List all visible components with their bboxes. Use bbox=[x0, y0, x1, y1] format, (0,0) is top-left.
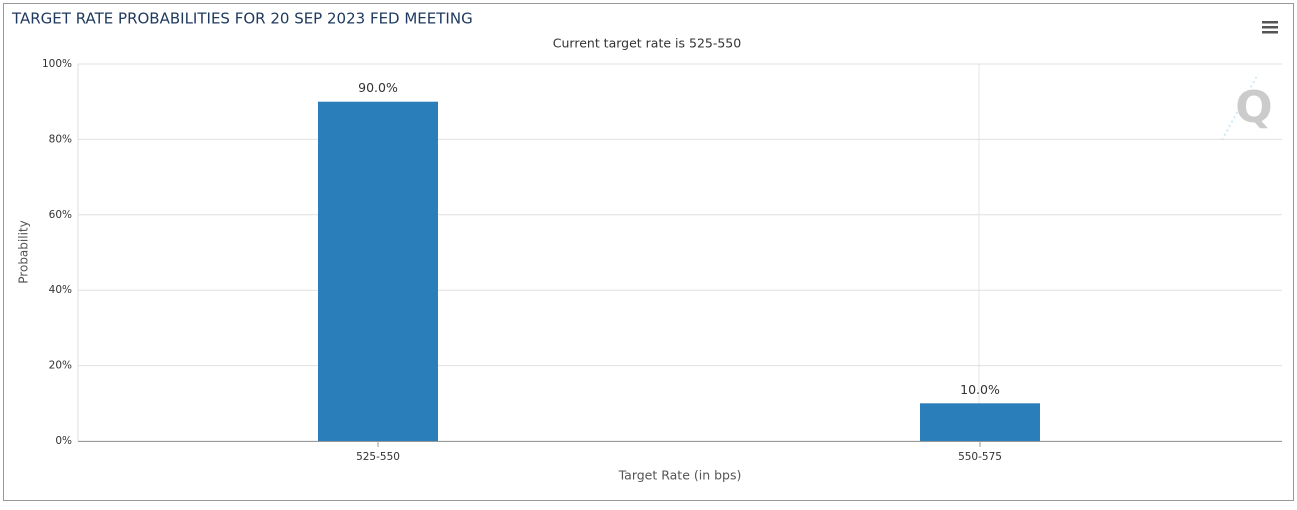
y-tick-label: 80% bbox=[49, 133, 72, 145]
menu-button[interactable] bbox=[1262, 21, 1278, 34]
logo: Q bbox=[1221, 73, 1273, 141]
menu-bar[interactable] bbox=[1262, 31, 1278, 34]
data-label: 90.0% bbox=[358, 80, 398, 95]
y-axis-label: Probability bbox=[17, 220, 31, 283]
logo-letter: Q bbox=[1235, 82, 1272, 133]
menu-bar[interactable] bbox=[1262, 26, 1278, 29]
chart-title: TARGET RATE PROBABILITIES FOR 20 SEP 202… bbox=[11, 10, 473, 28]
bar bbox=[318, 101, 438, 441]
y-tick-label: 60% bbox=[49, 209, 72, 221]
x-tick-label: 525-550 bbox=[356, 451, 400, 463]
x-tick-label: 550-575 bbox=[958, 451, 1002, 463]
y-tick-label: 100% bbox=[42, 58, 72, 70]
bar bbox=[920, 403, 1040, 441]
chart-frame bbox=[3, 3, 1294, 501]
menu-bar[interactable] bbox=[1262, 21, 1278, 24]
y-tick-label: 0% bbox=[55, 435, 72, 447]
y-tick-label: 20% bbox=[49, 360, 72, 372]
data-label: 10.0% bbox=[960, 382, 1000, 397]
y-tick-label: 40% bbox=[49, 284, 72, 296]
chart-subtitle: Current target rate is 525-550 bbox=[553, 36, 741, 51]
x-axis-label: Target Rate (in bps) bbox=[618, 468, 742, 483]
